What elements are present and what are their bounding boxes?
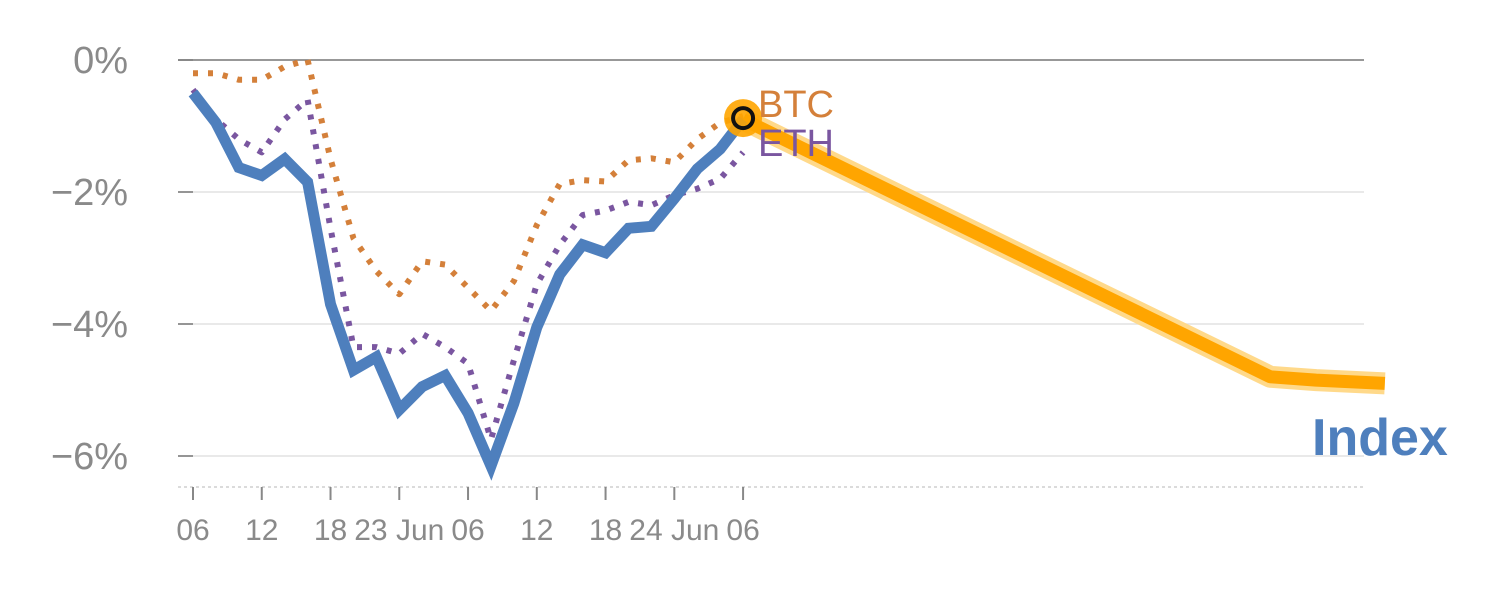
markers [724, 99, 763, 138]
gridlines [178, 59, 1364, 457]
series-lines [188, 57, 1386, 481]
x-axis-tick-labels: 06 12 18 23 Jun 06 12 18 24 Jun 06 [176, 514, 759, 547]
x-axis [178, 486, 1364, 500]
x-tick-label: 06 [726, 514, 759, 547]
x-tick-label: 06 [451, 514, 484, 547]
projection-line-halo [738, 109, 1386, 395]
x-tick-label: 23 Jun [354, 514, 444, 547]
x-tick-label: 18 [314, 514, 347, 547]
index-series-label: Index [1312, 409, 1448, 467]
eth-series-label: ETH [758, 123, 834, 165]
btc-series-label: BTC [758, 84, 834, 126]
y-axis-tick-labels: 0% −2% −4% −6% [51, 40, 128, 478]
marker-halo [724, 99, 763, 138]
eth-series-line [190, 87, 746, 443]
projection-line [740, 113, 1386, 390]
y-tick-label: −6% [51, 436, 128, 478]
x-tick-label: 12 [520, 514, 553, 547]
marker-ring [731, 106, 756, 131]
x-tick-label: 06 [176, 514, 209, 547]
x-tick-label: 12 [245, 514, 278, 547]
btc-series-line [193, 57, 744, 314]
y-tick-label: −4% [51, 304, 128, 346]
x-tick-label: 24 Jun [629, 514, 719, 547]
y-tick-label: 0% [73, 40, 128, 82]
index-series-line [188, 89, 748, 481]
y-tick-label: −2% [51, 172, 128, 214]
x-tick-label: 18 [589, 514, 622, 547]
